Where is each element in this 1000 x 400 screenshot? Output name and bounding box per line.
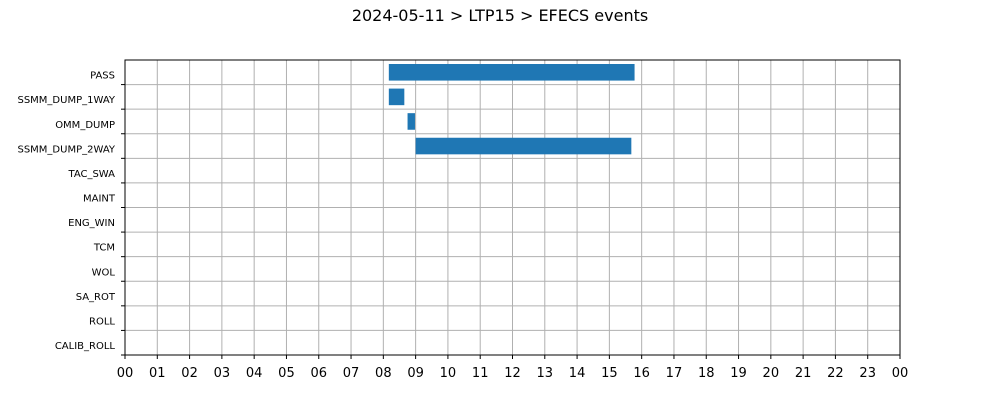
bars [388, 64, 635, 155]
x-tick-label: 10 [440, 366, 457, 381]
y-tick-label: WOL [92, 267, 116, 278]
x-tick-label: 17 [666, 366, 683, 381]
y-tick-label: CALIB_ROLL [55, 341, 116, 352]
x-tick-label: 14 [569, 366, 586, 381]
grid-lines [124, 60, 901, 356]
y-tick-label: ROLL [89, 316, 115, 327]
x-tick-label: 15 [601, 366, 618, 381]
y-tick-label: OMM_DUMP [55, 120, 115, 131]
x-tick-label: 03 [214, 366, 231, 381]
bar-omm-dump [407, 113, 415, 130]
x-tick-label: 09 [407, 366, 424, 381]
x-axis-ticks: 00 01 02 03 04 05 06 07 08 09 10 11 12 13 14 15 16 17 18 19… [117, 355, 909, 381]
y-tick-label: SSMM_DUMP_1WAY [17, 95, 115, 106]
x-tick-label: 18 [698, 366, 715, 381]
x-tick-label: 01 [149, 366, 166, 381]
x-tick-label: 13 [537, 366, 554, 381]
x-tick-label: 22 [827, 366, 844, 381]
x-tick-label: 20 [763, 366, 780, 381]
x-tick-label: 04 [246, 366, 263, 381]
x-tick-label: 00 [892, 366, 909, 381]
x-tick-label: 12 [504, 366, 521, 381]
x-tick-label: 02 [181, 366, 198, 381]
x-tick-label: 16 [633, 366, 650, 381]
x-tick-label: 06 [310, 366, 327, 381]
x-tick-label: 08 [375, 366, 392, 381]
x-tick-label: 05 [278, 366, 295, 381]
y-tick-label: SA_ROT [76, 292, 116, 303]
y-axis-ticks: PASS SSMM_DUMP_1WAY OMM_DUMP SSMM_DUMP_2WAY… [17, 71, 125, 356]
y-tick-label: ENG_WIN [68, 218, 115, 229]
bar-pass [388, 64, 635, 81]
x-tick-label: 07 [343, 366, 360, 381]
x-tick-label: 21 [795, 366, 812, 381]
y-tick-label: TCM [93, 243, 115, 254]
bar-ssmm-dump-2way [415, 137, 632, 155]
x-tick-label: 11 [472, 366, 489, 381]
y-tick-label: MAINT [83, 194, 116, 205]
x-tick-label: 19 [730, 366, 747, 381]
y-tick-label: PASS [90, 71, 115, 82]
y-tick-label: SSMM_DUMP_2WAY [17, 144, 115, 155]
x-tick-label: 00 [117, 366, 134, 381]
x-tick-label: 23 [859, 366, 876, 381]
y-tick-label: TAC_SWA [67, 169, 115, 180]
bar-ssmm-dump-1way [388, 88, 405, 106]
chart-title: 2024-05-11 > LTP15 > EFECS events [351, 6, 649, 25]
